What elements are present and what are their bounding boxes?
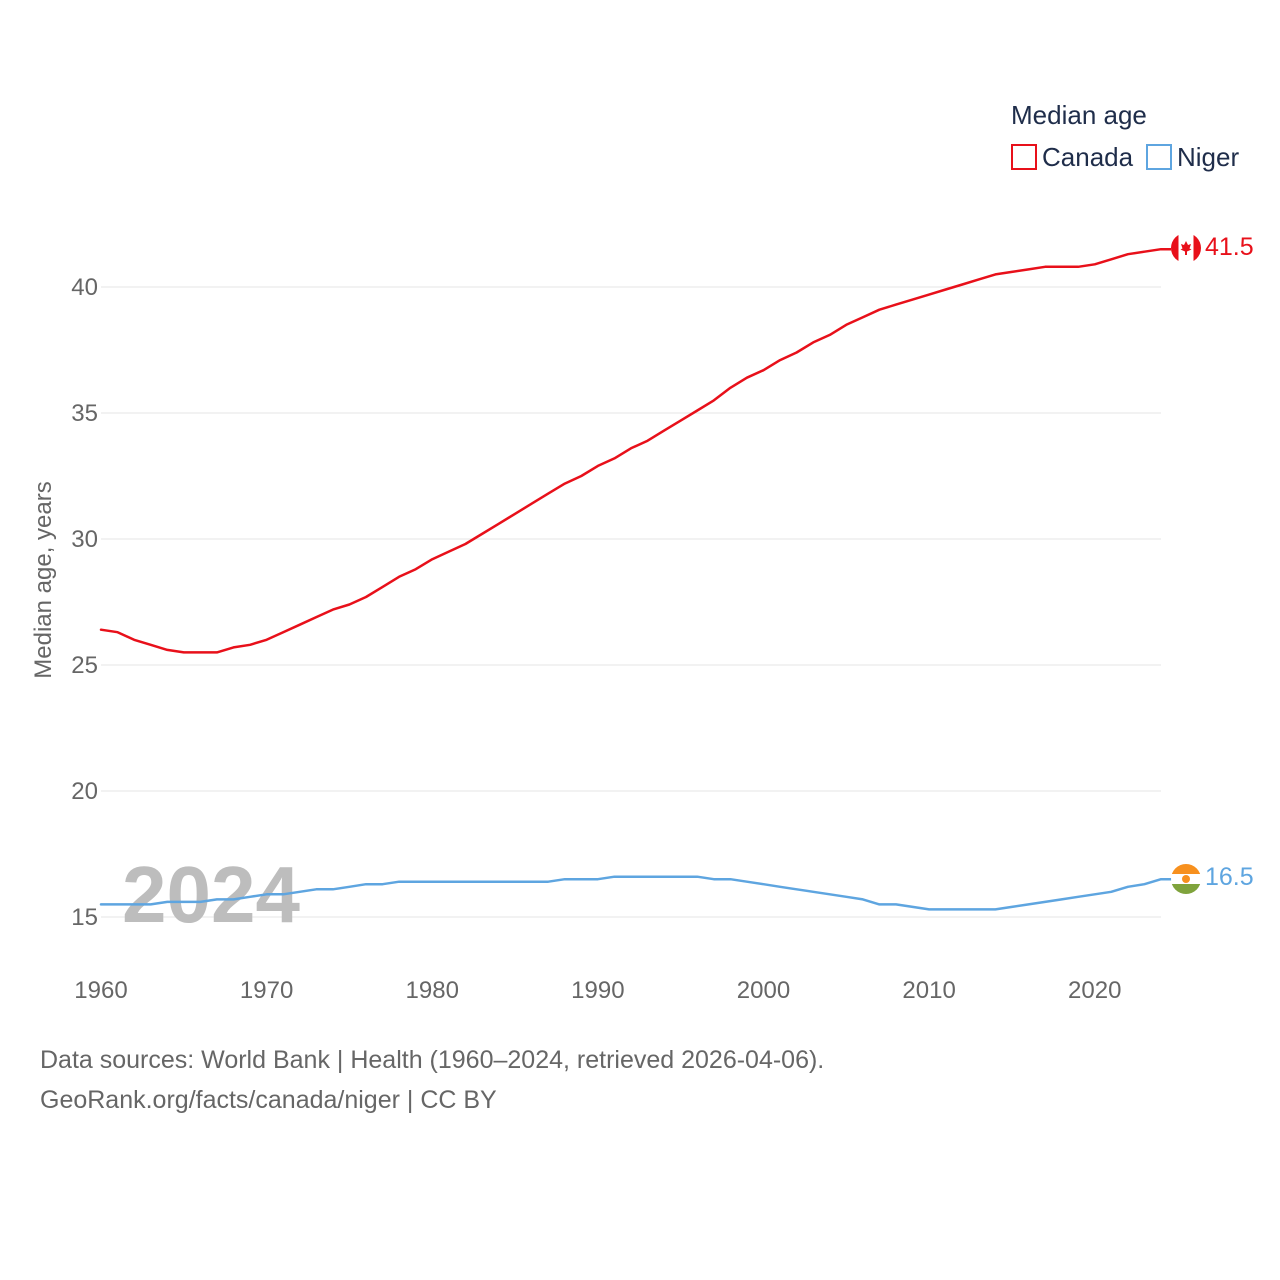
legend-swatch-canada xyxy=(1011,144,1037,170)
y-tick-label-30: 30 xyxy=(71,526,98,553)
series-lines xyxy=(99,247,1173,911)
data-sources-text: Data sources: World Bank | Health (1960–… xyxy=(40,1046,825,1074)
footer: Data sources: World Bank | Health (1960–… xyxy=(40,1040,824,1120)
x-tick-label-1980: 1980 xyxy=(406,977,459,1004)
credit-link[interactable]: GeoRank.org/facts/canada/niger | CC BY xyxy=(40,1086,497,1114)
gridlines xyxy=(101,286,1161,918)
legend-item-canada[interactable]: Canada xyxy=(1011,142,1134,172)
legend-swatch-niger xyxy=(1146,144,1172,170)
y-axis-ticks: 15 20 25 30 35 40 xyxy=(71,274,98,931)
y-axis-title: Median age, years xyxy=(30,481,57,678)
y-tick-label-20: 20 xyxy=(71,778,98,805)
legend-label-niger: Niger xyxy=(1177,142,1239,172)
y-tick-label-15: 15 xyxy=(71,904,98,931)
y-tick-label-25: 25 xyxy=(71,652,98,679)
y-tick-label-40: 40 xyxy=(71,274,98,301)
end-value-label-niger: 16.5 xyxy=(1205,863,1254,891)
legend-label-canada: Canada xyxy=(1042,142,1134,172)
end-value-label-canada: 41.5 xyxy=(1205,233,1254,261)
legend-item-niger[interactable]: Niger xyxy=(1146,142,1239,172)
x-tick-label-2010: 2010 xyxy=(902,977,955,1004)
x-tick-label-2020: 2020 xyxy=(1068,977,1121,1004)
x-tick-label-1960: 1960 xyxy=(74,977,127,1004)
y-tick-label-35: 35 xyxy=(71,400,98,427)
line-chart: 15 20 25 30 35 40 1960 1970 1980 1990 2000 2010 202… xyxy=(30,100,1254,1004)
niger-flag-icon xyxy=(1171,864,1201,894)
series-line-niger[interactable] xyxy=(99,875,1173,911)
legend: Median age Canada Niger xyxy=(1011,100,1239,172)
legend-title: Median age xyxy=(1011,100,1147,130)
x-tick-label-2000: 2000 xyxy=(737,977,790,1004)
x-tick-label-1990: 1990 xyxy=(571,977,624,1004)
x-axis-ticks: 1960 1970 1980 1990 2000 2010 2020 xyxy=(74,977,1121,1004)
series-line-canada[interactable] xyxy=(99,247,1173,654)
canada-flag-icon xyxy=(1171,233,1201,263)
x-tick-label-1970: 1970 xyxy=(240,977,293,1004)
